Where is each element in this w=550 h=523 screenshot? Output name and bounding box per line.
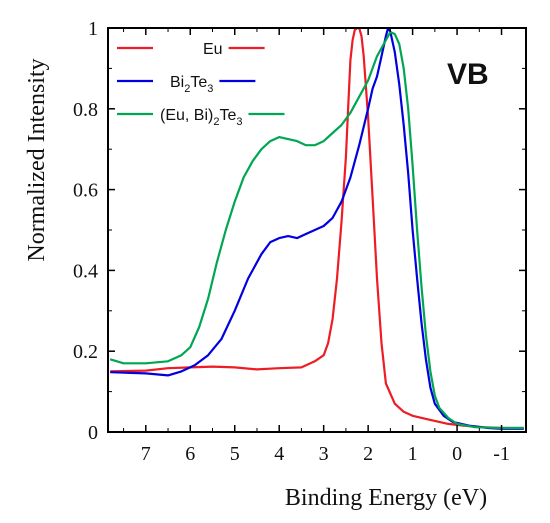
- x-tick-label-5: 2: [363, 443, 373, 465]
- x-tick-label-8: -1: [493, 443, 510, 465]
- y-tick-label-1: 0.2: [73, 341, 98, 363]
- y-axis-title: Normalized Intensity: [24, 58, 50, 261]
- y-tick-label-3: 0.6: [73, 180, 98, 202]
- legend-label-1: Bi2Te3: [170, 74, 213, 95]
- series-line-0: [110, 28, 524, 430]
- series-line-2: [109, 30, 524, 430]
- legend-label-0: Eu: [203, 41, 223, 58]
- y-tick-label-5: 1: [88, 18, 98, 40]
- series-line-1: [110, 28, 524, 430]
- panel-label: VB: [447, 58, 489, 91]
- series-layer: [109, 28, 524, 430]
- x-tick-label-7: 0: [452, 443, 462, 465]
- x-tick-label-4: 3: [319, 443, 329, 465]
- legend-label-2: (Eu, Bi)2Te3: [160, 107, 243, 128]
- y-tick-label-0: 0: [88, 422, 98, 444]
- x-tick-label-1: 6: [185, 443, 195, 465]
- x-tick-label-3: 4: [274, 443, 284, 465]
- legend: Eu Bi2Te3 (Eu, Bi)2Te3: [117, 41, 285, 128]
- ticks-layer: 7 6 5 4 3 2 1 0 -1 0 0.2 0.4 0.6 0.8 1: [73, 18, 526, 465]
- x-tick-label-2: 5: [230, 443, 240, 465]
- y-tick-label-2: 0.4: [73, 260, 98, 282]
- x-tick-label-0: 7: [141, 443, 151, 465]
- x-axis-title: Binding Energy (eV): [285, 485, 487, 511]
- y-tick-label-4: 0.8: [73, 99, 98, 121]
- x-tick-label-6: 1: [408, 443, 418, 465]
